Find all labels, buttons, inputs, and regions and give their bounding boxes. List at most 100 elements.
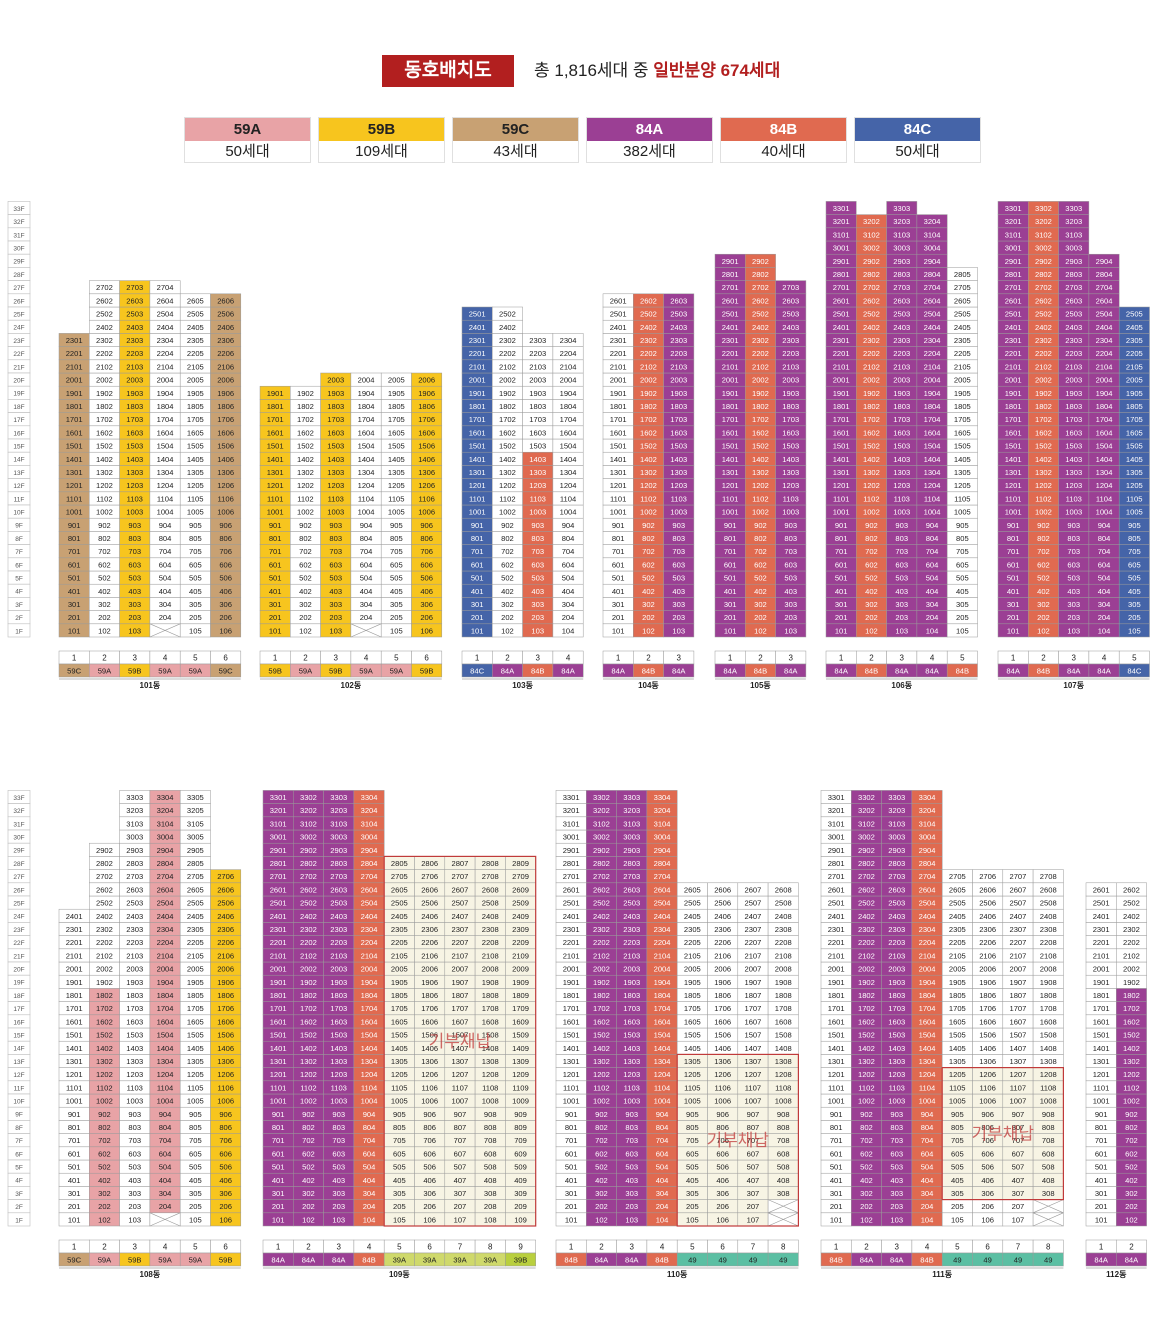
unit-number: 1505 <box>949 1031 966 1040</box>
unit-number: 2303 <box>888 925 905 934</box>
unit-number: 1005 <box>391 1097 408 1106</box>
unit-number: 608 <box>1042 1149 1055 1158</box>
unit-number: 2102 <box>96 362 113 371</box>
unit-number: 1101 <box>270 1083 286 1092</box>
building-112: 1012013014015016017018019011001110112011… <box>1085 882 1147 1279</box>
unit-number: 2408 <box>775 912 792 921</box>
line-number: 3 <box>337 1243 342 1252</box>
unit-number: 702 <box>299 547 312 556</box>
unit-number: 1908 <box>775 978 792 987</box>
unit-number: 1004 <box>361 1097 378 1106</box>
unit-number: 2204 <box>157 938 174 947</box>
unit-number: 1806 <box>714 991 731 1000</box>
unit-number: 2108 <box>775 951 792 960</box>
unit-number: 1003 <box>126 1097 143 1106</box>
unit-number: 1402 <box>858 1044 875 1053</box>
unit-number: 1703 <box>529 415 546 424</box>
unit-number: 603 <box>329 560 342 569</box>
unit-number: 1906 <box>421 978 438 987</box>
floor-label: 2F <box>15 615 23 622</box>
unit-number: 301 <box>612 600 625 609</box>
unit-number: 1306 <box>421 1057 438 1066</box>
unit-number: 1103 <box>671 494 687 503</box>
line-number: 3 <box>895 1243 900 1252</box>
unit-number: 2006 <box>714 965 731 974</box>
unit-number: 2002 <box>96 965 113 974</box>
unit-number: 1804 <box>1096 402 1113 411</box>
unit-number: 1305 <box>187 468 204 477</box>
unit-number: 1707 <box>744 1004 761 1013</box>
unit-number: 2101 <box>66 951 83 960</box>
unit-number: 2604 <box>924 296 941 305</box>
floor-label: 26F <box>13 298 24 305</box>
unit-number: 301 <box>272 1189 285 1198</box>
unit-number: 1604 <box>157 1017 174 1026</box>
unit-number: 502 <box>860 1163 873 1172</box>
unit-number: 202 <box>1037 613 1050 622</box>
unit-number: 505 <box>686 1163 699 1172</box>
line-type: 84A <box>834 667 848 676</box>
unit-number: 102 <box>299 626 312 635</box>
unit-number: 2201 <box>828 938 845 947</box>
unit-number: 1309 <box>512 1057 529 1066</box>
line-number: 7 <box>1016 1243 1021 1252</box>
unit-number: 1102 <box>640 494 656 503</box>
unit-number: 405 <box>686 1176 699 1185</box>
unit-number: 302 <box>595 1189 608 1198</box>
unit-number: 2108 <box>482 951 499 960</box>
unit-number: 1302 <box>863 468 880 477</box>
unit-number: 1206 <box>217 481 234 490</box>
unit-number: 406 <box>420 587 433 596</box>
unit-number: 904 <box>656 1110 669 1119</box>
unit-number: 502 <box>299 574 312 583</box>
unit-number: 1206 <box>421 1070 438 1079</box>
unit-number: 1106 <box>418 494 434 503</box>
unit-number: 2706 <box>979 872 996 881</box>
unit-number: 2705 <box>954 283 971 292</box>
building-104: 1012013014015016017018019011001110112011… <box>602 293 695 690</box>
unit-number: 1401 <box>833 455 850 464</box>
unit-number: 2303 <box>670 336 687 345</box>
unit-number: 1705 <box>1126 415 1143 424</box>
unit-number: 2605 <box>187 296 204 305</box>
unit-number: 2405 <box>954 323 971 332</box>
unit-number: 1303 <box>126 468 143 477</box>
unit-number: 1003 <box>327 508 344 517</box>
unit-number: 504 <box>159 574 172 583</box>
unit-number: 1001 <box>828 1097 845 1106</box>
unit-number: 2004 <box>361 965 378 974</box>
unit-number: 2406 <box>979 912 996 921</box>
unit-number: 1209 <box>512 1070 529 1079</box>
unit-number: 1203 <box>330 1070 347 1079</box>
unit-number: 1201 <box>610 481 627 490</box>
unit-number: 1803 <box>888 991 905 1000</box>
floor-label-cell <box>7 623 31 638</box>
unit-number: 402 <box>1037 587 1050 596</box>
legend-type: 59C <box>453 118 578 141</box>
unit-number: 201 <box>565 1202 578 1211</box>
unit-number: 3202 <box>1035 217 1052 226</box>
unit-number: 903 <box>895 521 908 530</box>
unit-number: 2801 <box>563 859 580 868</box>
unit-number: 906 <box>981 1110 994 1119</box>
unit-number: 302 <box>501 600 514 609</box>
unit-number: 1108 <box>775 1083 791 1092</box>
unit-number: 301 <box>830 1189 843 1198</box>
legend-type: 84C <box>855 118 980 141</box>
unit-number: 1901 <box>270 978 287 987</box>
unit-number: 1304 <box>361 1057 378 1066</box>
unit-summary: 총 1,816세대 중 일반분양 674세대 <box>534 59 780 83</box>
unit-number: 503 <box>784 574 797 583</box>
unit-number: 905 <box>390 521 403 530</box>
unit-number: 2606 <box>714 885 731 894</box>
unit-number: 903 <box>625 1110 638 1119</box>
unit-number: 2503 <box>888 899 905 908</box>
unit-number: 2407 <box>1009 912 1026 921</box>
unit-number: 1107 <box>745 1083 761 1092</box>
unit-number: 404 <box>360 587 373 596</box>
unit-number: 1202 <box>593 1070 610 1079</box>
unit-number: 1103 <box>783 494 799 503</box>
unit-number: 2509 <box>512 899 529 908</box>
unit-number: 2605 <box>949 885 966 894</box>
unit-number: 1404 <box>560 455 577 464</box>
